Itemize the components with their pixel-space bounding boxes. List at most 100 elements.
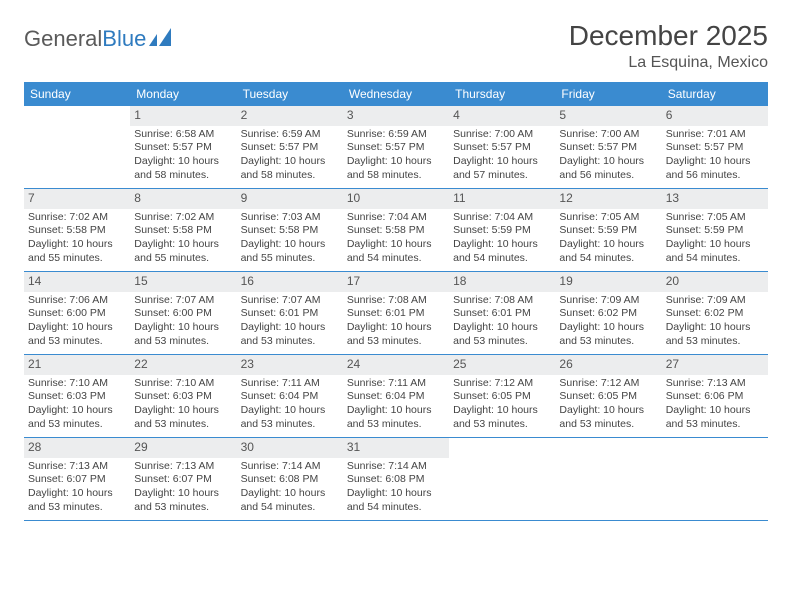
sunset-text: Sunset: 6:04 PM [241, 390, 339, 404]
sunrise-text: Sunrise: 7:05 AM [666, 211, 764, 225]
sunrise-text: Sunrise: 7:11 AM [347, 377, 445, 391]
daylight-text: Daylight: 10 hours and 55 minutes. [134, 238, 232, 265]
day-number: 22 [130, 355, 236, 375]
daylight-text: Daylight: 10 hours and 53 minutes. [453, 321, 551, 348]
day-cell: 27Sunrise: 7:13 AMSunset: 6:06 PMDayligh… [662, 355, 768, 437]
day-cell: 21Sunrise: 7:10 AMSunset: 6:03 PMDayligh… [24, 355, 130, 437]
sunset-text: Sunset: 6:05 PM [453, 390, 551, 404]
day-number: 29 [130, 438, 236, 458]
day-cell [662, 438, 768, 520]
day-number: 13 [662, 189, 768, 209]
daylight-text: Daylight: 10 hours and 53 minutes. [347, 404, 445, 431]
daylight-text: Daylight: 10 hours and 54 minutes. [347, 238, 445, 265]
sunset-text: Sunset: 6:08 PM [241, 473, 339, 487]
daylight-text: Daylight: 10 hours and 53 minutes. [134, 321, 232, 348]
day-number: 18 [449, 272, 555, 292]
day-number: 27 [662, 355, 768, 375]
month-title: December 2025 [569, 20, 768, 52]
day-cell: 2Sunrise: 6:59 AMSunset: 5:57 PMDaylight… [237, 106, 343, 188]
day-number: 15 [130, 272, 236, 292]
daylight-text: Daylight: 10 hours and 53 minutes. [241, 321, 339, 348]
day-cell: 23Sunrise: 7:11 AMSunset: 6:04 PMDayligh… [237, 355, 343, 437]
day-cell: 12Sunrise: 7:05 AMSunset: 5:59 PMDayligh… [555, 189, 661, 271]
sunset-text: Sunset: 6:08 PM [347, 473, 445, 487]
daylight-text: Daylight: 10 hours and 53 minutes. [559, 321, 657, 348]
daylight-text: Daylight: 10 hours and 55 minutes. [28, 238, 126, 265]
sunrise-text: Sunrise: 7:08 AM [347, 294, 445, 308]
day-cell: 20Sunrise: 7:09 AMSunset: 6:02 PMDayligh… [662, 272, 768, 354]
day-cell: 1Sunrise: 6:58 AMSunset: 5:57 PMDaylight… [130, 106, 236, 188]
sunrise-text: Sunrise: 7:04 AM [347, 211, 445, 225]
sunset-text: Sunset: 6:01 PM [241, 307, 339, 321]
day-header: Friday [555, 82, 661, 106]
day-cell: 7Sunrise: 7:02 AMSunset: 5:58 PMDaylight… [24, 189, 130, 271]
day-cell: 13 Sunrise: 7:05 AMSunset: 5:59 PMDayligh… [662, 189, 768, 271]
sunrise-text: Sunrise: 7:00 AM [559, 128, 657, 142]
day-number: 28 [24, 438, 130, 458]
day-cell [555, 438, 661, 520]
day-number: 8 [130, 189, 236, 209]
daylight-text: Daylight: 10 hours and 56 minutes. [666, 155, 764, 182]
sunset-text: Sunset: 6:01 PM [347, 307, 445, 321]
day-header: Tuesday [237, 82, 343, 106]
daylight-text: Daylight: 10 hours and 54 minutes. [559, 238, 657, 265]
daylight-text: Daylight: 10 hours and 54 minutes. [241, 487, 339, 514]
day-number: 23 [237, 355, 343, 375]
sunset-text: Sunset: 6:02 PM [666, 307, 764, 321]
day-cell [24, 106, 130, 188]
day-number: 14 [24, 272, 130, 292]
sunset-text: Sunset: 6:01 PM [453, 307, 551, 321]
sunrise-text: Sunrise: 7:09 AM [666, 294, 764, 308]
day-number: 17 [343, 272, 449, 292]
day-cell: 22Sunrise: 7:10 AMSunset: 6:03 PMDayligh… [130, 355, 236, 437]
day-header: Saturday [662, 82, 768, 106]
day-cell: 4Sunrise: 7:00 AMSunset: 5:57 PMDaylight… [449, 106, 555, 188]
daylight-text: Daylight: 10 hours and 53 minutes. [28, 321, 126, 348]
day-number: 2 [237, 106, 343, 126]
day-number: 3 [343, 106, 449, 126]
day-header: Monday [130, 82, 236, 106]
sunset-text: Sunset: 5:58 PM [134, 224, 232, 238]
day-cell: 28Sunrise: 7:13 AMSunset: 6:07 PMDayligh… [24, 438, 130, 520]
day-number: 9 [237, 189, 343, 209]
daylight-text: Daylight: 10 hours and 56 minutes. [559, 155, 657, 182]
day-cell: 25Sunrise: 7:12 AMSunset: 6:05 PMDayligh… [449, 355, 555, 437]
sunset-text: Sunset: 5:57 PM [453, 141, 551, 155]
sunrise-text: Sunrise: 7:10 AM [134, 377, 232, 391]
daylight-text: Daylight: 10 hours and 53 minutes. [241, 404, 339, 431]
day-number: 20 [662, 272, 768, 292]
sunrise-text: Sunrise: 7:13 AM [28, 460, 126, 474]
daylight-text: Daylight: 10 hours and 58 minutes. [134, 155, 232, 182]
sunset-text: Sunset: 5:59 PM [666, 224, 764, 238]
day-number: 6 [662, 106, 768, 126]
sunrise-text: Sunrise: 7:13 AM [666, 377, 764, 391]
sunset-text: Sunset: 5:57 PM [666, 141, 764, 155]
day-cell: 24Sunrise: 7:11 AMSunset: 6:04 PMDayligh… [343, 355, 449, 437]
daylight-text: Daylight: 10 hours and 54 minutes. [666, 238, 764, 265]
day-cell: 16Sunrise: 7:07 AMSunset: 6:01 PMDayligh… [237, 272, 343, 354]
day-number: 4 [449, 106, 555, 126]
logo-text-part2: Blue [102, 26, 146, 52]
sunrise-text: Sunrise: 7:13 AM [134, 460, 232, 474]
sunrise-text: Sunrise: 7:02 AM [28, 211, 126, 225]
sunrise-text: Sunrise: 7:14 AM [347, 460, 445, 474]
day-number: 5 [555, 106, 661, 126]
sunset-text: Sunset: 6:00 PM [28, 307, 126, 321]
day-cell: 30Sunrise: 7:14 AMSunset: 6:08 PMDayligh… [237, 438, 343, 520]
day-number: 25 [449, 355, 555, 375]
daylight-text: Daylight: 10 hours and 53 minutes. [28, 404, 126, 431]
sunset-text: Sunset: 5:58 PM [347, 224, 445, 238]
sunset-text: Sunset: 5:59 PM [559, 224, 657, 238]
day-cell: 19Sunrise: 7:09 AMSunset: 6:02 PMDayligh… [555, 272, 661, 354]
day-cell: 9Sunrise: 7:03 AMSunset: 5:58 PMDaylight… [237, 189, 343, 271]
daylight-text: Daylight: 10 hours and 53 minutes. [134, 404, 232, 431]
day-cell: 17Sunrise: 7:08 AMSunset: 6:01 PMDayligh… [343, 272, 449, 354]
daylight-text: Daylight: 10 hours and 53 minutes. [559, 404, 657, 431]
location-label: La Esquina, Mexico [569, 54, 768, 72]
daylight-text: Daylight: 10 hours and 53 minutes. [134, 487, 232, 514]
sunrise-text: Sunrise: 7:08 AM [453, 294, 551, 308]
sunrise-text: Sunrise: 7:05 AM [559, 211, 657, 225]
sunset-text: Sunset: 6:02 PM [559, 307, 657, 321]
sunrise-text: Sunrise: 7:10 AM [28, 377, 126, 391]
sunrise-text: Sunrise: 7:12 AM [559, 377, 657, 391]
